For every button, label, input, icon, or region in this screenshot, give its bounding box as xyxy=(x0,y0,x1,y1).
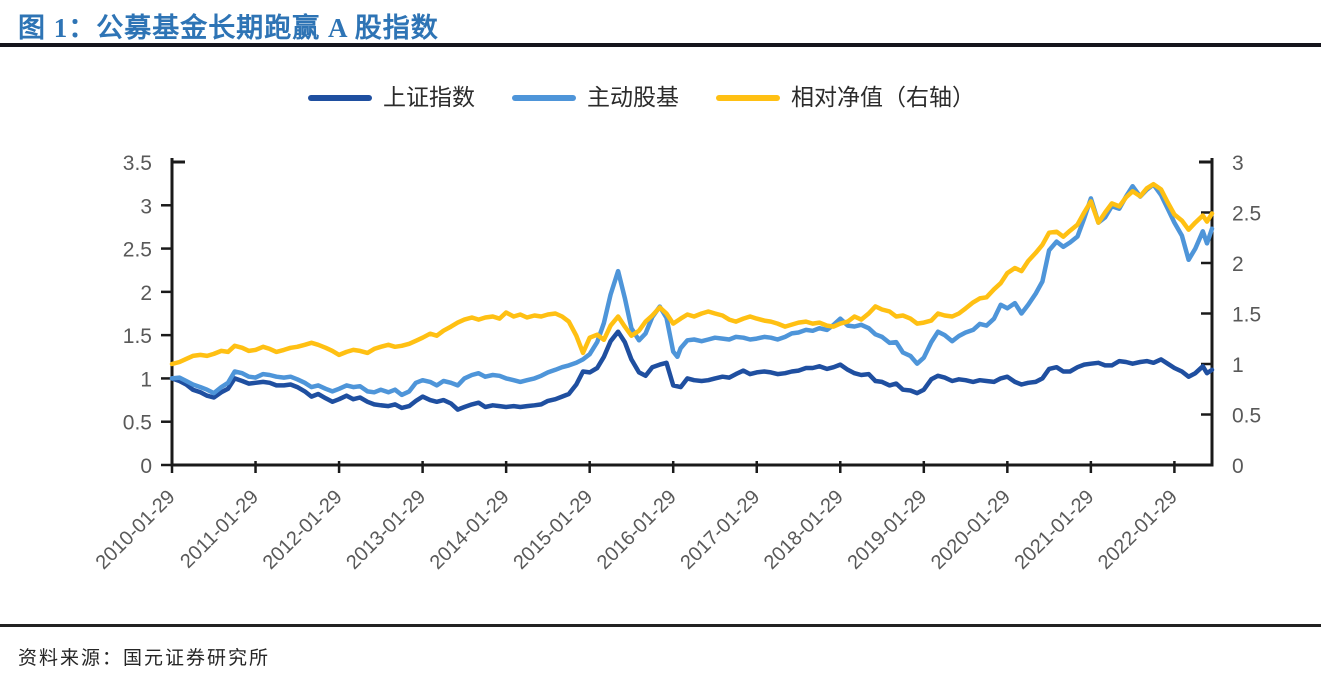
left-axis-tick-label: 1.5 xyxy=(123,325,152,348)
footer-divider xyxy=(0,624,1321,627)
chart-legend: 上证指数 主动股基 相对净值（右轴） xyxy=(308,86,975,109)
legend-swatch-active-equity-fund xyxy=(512,94,576,101)
legend-label: 相对净值（右轴） xyxy=(791,85,975,110)
left-axis-tick-label: 3 xyxy=(140,195,152,218)
right-axis-tick-label: 1.5 xyxy=(1232,304,1261,327)
x-axis-tick-label: 2016-01-29 xyxy=(593,486,681,574)
x-axis-tick-label: 2022-01-29 xyxy=(1094,486,1182,574)
page-title: 图 1：公募基金长期跑赢 A 股指数 xyxy=(18,13,439,43)
left-axis-tick-label: 2.5 xyxy=(123,239,152,262)
legend-swatch-relative-nav-right-axis xyxy=(716,94,780,101)
left-axis-tick-label: 0.5 xyxy=(123,412,152,435)
left-axis-tick-label: 3.5 xyxy=(123,152,152,175)
x-axis-tick-label: 2013-01-29 xyxy=(342,486,430,574)
x-axis-tick-label: 2014-01-29 xyxy=(426,486,514,574)
legend-item-active-equity-fund: 主动股基 xyxy=(512,86,679,109)
series-relative-nav-right-axis xyxy=(169,181,1215,367)
right-axis-tick-label: 3 xyxy=(1232,152,1244,175)
x-axis-tick-label: 2019-01-29 xyxy=(843,486,931,574)
series-active-equity-fund xyxy=(169,182,1215,398)
x-axis-tick-label: 2020-01-29 xyxy=(927,486,1015,574)
right-axis-tick-label: 2 xyxy=(1232,253,1244,276)
left-axis-tick-label: 1 xyxy=(140,368,152,391)
legend-label: 上证指数 xyxy=(383,85,475,110)
x-axis-tick-label: 2015-01-29 xyxy=(509,486,597,574)
series-sse-index xyxy=(169,329,1215,412)
right-axis-tick-label: 0 xyxy=(1232,455,1244,478)
right-axis-tick-label: 1 xyxy=(1232,354,1244,377)
x-axis-tick-label: 2017-01-29 xyxy=(676,486,764,574)
x-axis-tick-label: 2018-01-29 xyxy=(760,486,848,574)
legend-label: 主动股基 xyxy=(587,85,679,110)
right-axis-tick-label: 2.5 xyxy=(1232,203,1261,226)
legend-swatch-sse-index xyxy=(308,94,372,101)
legend-item-sse-index: 上证指数 xyxy=(308,86,475,109)
line-chart: 3.532.521.510.5032.521.510.502010-01-292… xyxy=(92,152,1262,574)
legend-item-relative-nav-right-axis: 相对净值（右轴） xyxy=(716,86,975,109)
right-axis-tick-label: 0.5 xyxy=(1232,405,1261,428)
x-axis-tick-label: 2010-01-29 xyxy=(92,486,180,574)
x-axis-tick-label: 2011-01-29 xyxy=(176,486,263,573)
left-axis-tick-label: 0 xyxy=(140,455,152,478)
x-axis-tick-label: 2012-01-29 xyxy=(259,486,347,574)
x-axis-tick-label: 2021-01-29 xyxy=(1011,486,1099,574)
left-axis-tick-label: 2 xyxy=(140,282,152,305)
source-note: 资料来源：国元证券研究所 xyxy=(18,648,271,669)
title-divider xyxy=(0,43,1321,47)
